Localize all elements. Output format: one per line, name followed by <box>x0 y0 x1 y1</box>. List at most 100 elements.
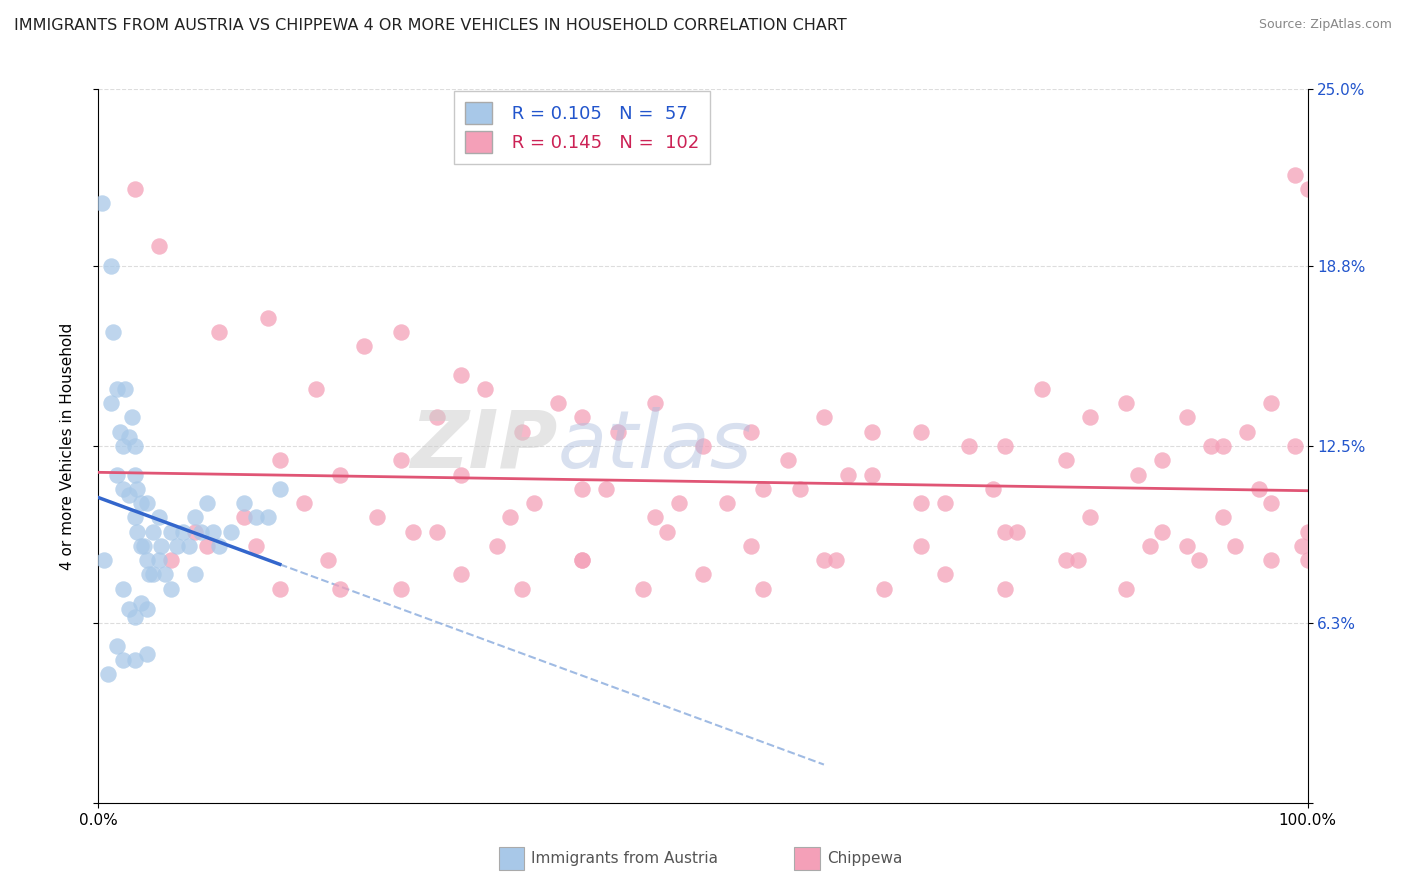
Text: ZIP: ZIP <box>411 407 558 485</box>
Point <box>1054 553 1077 567</box>
Point <box>1139 539 1161 553</box>
Point <box>547 396 569 410</box>
Point <box>135 601 157 615</box>
Point <box>184 524 207 539</box>
Legend:  R = 0.105   N =  57,  R = 0.145   N =  102: R = 0.105 N = 57, R = 0.145 N = 102 <box>454 91 710 164</box>
Point <box>366 510 388 524</box>
Point <box>124 610 146 624</box>
Point <box>1260 396 1282 410</box>
Point <box>195 539 218 553</box>
Point <box>740 539 762 553</box>
Point <box>101 325 124 339</box>
Point <box>813 553 835 567</box>
Point <box>1296 553 1319 567</box>
Point <box>1115 396 1137 410</box>
Point <box>153 567 176 582</box>
Point <box>142 524 165 539</box>
Point <box>510 582 533 596</box>
Point <box>631 582 654 596</box>
Point <box>1260 496 1282 510</box>
Point <box>860 467 883 482</box>
Point <box>595 482 617 496</box>
Point <box>121 410 143 425</box>
Point <box>135 648 157 662</box>
Point <box>91 196 114 211</box>
Point <box>1284 439 1306 453</box>
Point <box>1223 539 1246 553</box>
Point <box>474 382 496 396</box>
Point <box>860 425 883 439</box>
Point <box>752 482 775 496</box>
Point <box>1115 582 1137 596</box>
Point <box>1152 453 1174 467</box>
Point <box>486 539 509 553</box>
Point <box>316 553 339 567</box>
Point <box>934 567 956 582</box>
Point <box>813 410 835 425</box>
Point <box>150 539 173 553</box>
Point <box>1152 524 1174 539</box>
Point <box>981 482 1004 496</box>
Point <box>124 182 146 196</box>
Point <box>450 467 472 482</box>
Point <box>142 567 165 582</box>
Text: Source: ZipAtlas.com: Source: ZipAtlas.com <box>1258 18 1392 31</box>
Point <box>426 410 449 425</box>
Point <box>789 482 811 496</box>
Point <box>190 524 212 539</box>
Point <box>1296 182 1319 196</box>
Point <box>1188 553 1211 567</box>
Point <box>100 259 122 273</box>
Point <box>118 430 141 444</box>
Point <box>607 425 630 439</box>
Point <box>256 310 278 325</box>
Point <box>269 582 291 596</box>
Point <box>232 510 254 524</box>
Point <box>111 439 134 453</box>
Point <box>644 510 666 524</box>
Point <box>134 539 156 553</box>
Point <box>129 539 152 553</box>
Point <box>1260 553 1282 567</box>
Point <box>305 382 328 396</box>
Point <box>1212 439 1234 453</box>
Point <box>752 582 775 596</box>
Point <box>1175 410 1198 425</box>
Point <box>1007 524 1029 539</box>
Point <box>740 425 762 439</box>
Point <box>910 425 932 439</box>
Text: Chippewa: Chippewa <box>827 852 903 866</box>
Point <box>148 239 170 253</box>
Point <box>124 467 146 482</box>
Point <box>124 439 146 453</box>
Point <box>111 482 134 496</box>
Point <box>329 582 352 596</box>
Point <box>111 653 134 667</box>
Point <box>994 582 1017 596</box>
Point <box>957 439 980 453</box>
Point <box>571 553 593 567</box>
Point <box>111 582 134 596</box>
Point <box>1249 482 1271 496</box>
Point <box>329 467 352 482</box>
Point <box>124 653 146 667</box>
Point <box>127 482 149 496</box>
Point <box>105 639 128 653</box>
Point <box>1175 539 1198 553</box>
Point <box>135 553 157 567</box>
Text: Immigrants from Austria: Immigrants from Austria <box>531 852 718 866</box>
Point <box>114 382 136 396</box>
Point <box>994 439 1017 453</box>
Point <box>389 582 412 596</box>
Point <box>108 425 131 439</box>
Point <box>1078 410 1101 425</box>
Point <box>1296 524 1319 539</box>
Point <box>160 524 183 539</box>
Point <box>389 325 412 339</box>
Point <box>571 482 593 496</box>
Point <box>232 496 254 510</box>
Point <box>837 467 859 482</box>
Point <box>571 410 593 425</box>
Point <box>179 539 201 553</box>
Point <box>692 567 714 582</box>
